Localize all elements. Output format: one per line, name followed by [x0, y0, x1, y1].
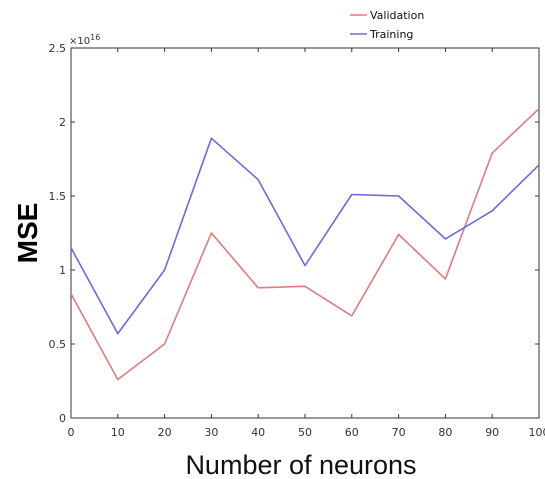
series-layer	[70, 108, 540, 381]
x-tick-label: 60	[345, 426, 359, 439]
x-tick-label: 80	[438, 426, 452, 439]
x-tick-label: 90	[485, 426, 499, 439]
x-tick-label: 100	[529, 426, 545, 439]
x-axis-label: Number of neurons	[185, 450, 416, 479]
y-exponent-base: ×10	[69, 36, 90, 47]
y-tick-label: 0	[59, 412, 66, 425]
series-line-training	[70, 137, 540, 335]
y-tick-label: 1.5	[49, 190, 67, 203]
y-exponent-power: 16	[90, 33, 100, 42]
x-tick-label: 70	[392, 426, 406, 439]
y-tick-label: 0.5	[49, 338, 67, 351]
y-axis-label: MSE	[12, 203, 43, 264]
x-tick-label: 40	[251, 426, 265, 439]
x-tick-label: 30	[204, 426, 218, 439]
y-exponent-label: ×1016	[69, 33, 100, 47]
legend: Validation Training	[350, 9, 424, 41]
x-tick-label: 10	[111, 426, 125, 439]
y-tick-label: 1	[59, 264, 66, 277]
y-tick-label: 2.5	[49, 42, 67, 55]
legend-label-training: Training	[369, 28, 413, 41]
legend-label-validation: Validation	[370, 9, 424, 22]
series-line-validation	[70, 108, 540, 381]
axis-ticks: 0 10 20 30 40 50 60 70 80 90 100 0 0.5 1 1.5 2 2.5	[49, 42, 545, 439]
x-tick-label: 20	[158, 426, 172, 439]
x-tick-label: 0	[68, 426, 75, 439]
y-tick-label: 2	[59, 116, 66, 129]
x-tick-label: 50	[298, 426, 312, 439]
